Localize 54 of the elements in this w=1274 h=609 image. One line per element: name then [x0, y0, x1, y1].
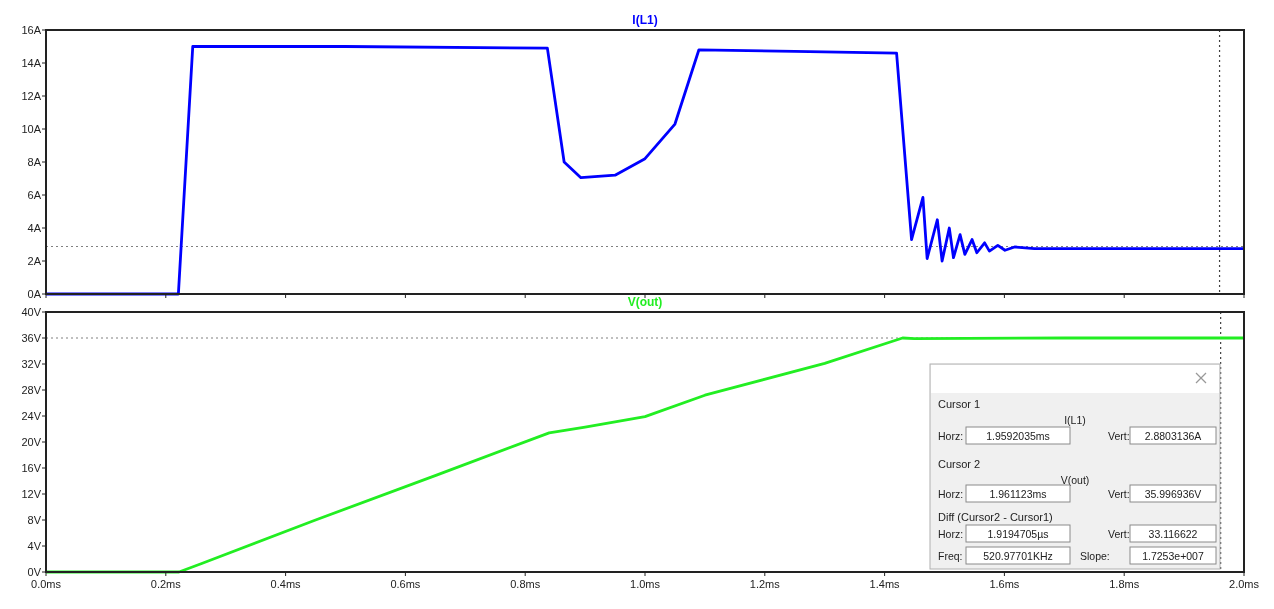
y-tick-label: 14A — [21, 56, 42, 69]
y-tick-label: 0V — [27, 565, 42, 578]
y-tick-label: 12A — [21, 89, 42, 102]
annotation: 520.97701KHz — [983, 550, 1053, 562]
y-tick-label: 40V — [21, 305, 42, 318]
x-tick-label: 1.2ms — [749, 578, 781, 590]
annotation: Vert: — [1108, 430, 1130, 442]
annotation: Diff (Cursor2 - Cursor1) — [938, 511, 1053, 523]
annotation: V(out) — [1060, 474, 1090, 486]
y-tick-label: 10A — [21, 122, 42, 135]
y-tick-label: 12V — [21, 487, 42, 500]
annotation: 1.961123ms — [989, 488, 1047, 500]
annotation: Slope: — [1080, 550, 1110, 562]
x-tick-label: 2.0ms — [1229, 578, 1260, 590]
y-tick-label: 8V — [27, 513, 42, 526]
x-tick-label: 0.6ms — [390, 578, 421, 590]
x-tick-label: 0.0ms — [31, 578, 62, 590]
y-tick-label: 24V — [21, 409, 42, 422]
annotation: Vert: — [1108, 488, 1130, 500]
x-tick-label: 1.4ms — [869, 578, 901, 590]
text: V(out) — [627, 295, 663, 309]
annotation: 1.9592035ms — [986, 430, 1050, 442]
x-tick-label: 1.0ms — [630, 578, 661, 590]
x-tick-label: 0.8ms — [510, 578, 541, 590]
y-tick-label: 28V — [21, 383, 42, 396]
y-tick-label: 36V — [21, 331, 42, 344]
y-tick-label: 2A — [27, 254, 42, 267]
x-tick-label: 0.4ms — [270, 578, 302, 590]
y-tick-label: 16A — [21, 23, 42, 36]
x-tick-label: 1.8ms — [1109, 578, 1140, 590]
annotation: 1.7253e+007 — [1142, 550, 1204, 562]
x-tick-label: 0.2ms — [150, 578, 182, 590]
annotation: 33.116622 — [1148, 528, 1198, 540]
annotation: Freq: — [938, 550, 963, 562]
text: I(L1) — [632, 13, 658, 27]
y-tick-label: 8A — [27, 155, 42, 168]
y-tick-label: 4V — [27, 539, 42, 552]
annotation: Vert: — [1108, 528, 1130, 540]
x-tick-label: 1.6ms — [989, 578, 1020, 590]
annotation: 35.996936V — [1144, 488, 1202, 500]
y-tick-label: 32V — [21, 357, 42, 370]
annotation: 2.8803136A — [1144, 430, 1202, 442]
annotation: Horz: — [938, 488, 964, 500]
y-tick-label: 6A — [27, 188, 42, 201]
annotation: Cursor 2 — [938, 458, 981, 470]
annotation: Cursor 1 — [938, 398, 981, 410]
annotation: I(L1) — [1064, 414, 1086, 426]
y-tick-label: 0A — [27, 287, 42, 300]
y-tick-label: 16V — [21, 461, 42, 474]
y-tick-label: 20V — [21, 435, 42, 448]
annotation: Horz: — [938, 528, 964, 540]
y-tick-label: 4A — [27, 221, 42, 234]
annotation: Horz: — [938, 430, 964, 442]
annotation: 1.9194705µs — [987, 528, 1049, 540]
